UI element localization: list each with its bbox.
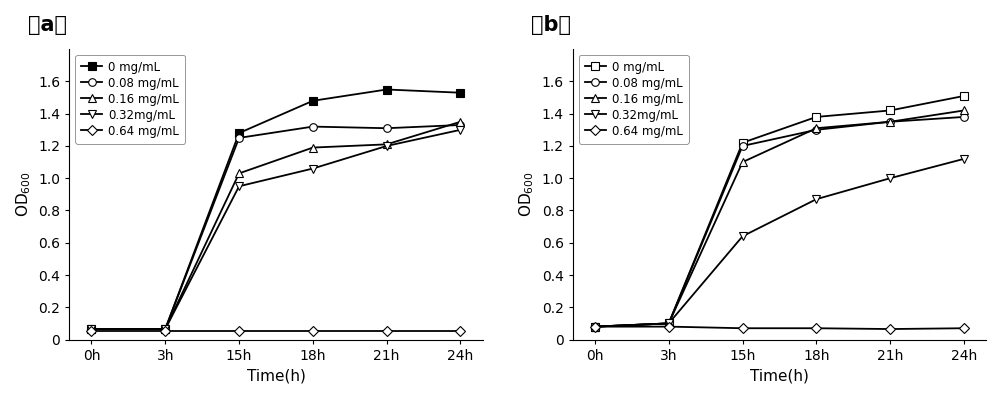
0.16 mg/mL bbox=[810, 126, 822, 131]
0.32mg/mL bbox=[884, 176, 896, 181]
0.32mg/mL bbox=[307, 166, 319, 171]
0.08 mg/mL bbox=[85, 327, 97, 331]
0.16 mg/mL bbox=[85, 327, 97, 331]
0.64 mg/mL bbox=[85, 328, 97, 333]
0.08 mg/mL bbox=[454, 123, 466, 127]
Line: 0 mg/mL: 0 mg/mL bbox=[591, 92, 968, 330]
Line: 0.64 mg/mL: 0.64 mg/mL bbox=[88, 327, 464, 335]
X-axis label: Time(h): Time(h) bbox=[247, 368, 305, 383]
0.32mg/mL bbox=[589, 324, 601, 329]
Line: 0.08 mg/mL: 0.08 mg/mL bbox=[591, 113, 968, 330]
0.32mg/mL bbox=[663, 321, 675, 326]
Legend: 0 mg/mL, 0.08 mg/mL, 0.16 mg/mL, 0.32mg/mL, 0.64 mg/mL: 0 mg/mL, 0.08 mg/mL, 0.16 mg/mL, 0.32mg/… bbox=[579, 55, 689, 144]
0.08 mg/mL bbox=[159, 327, 171, 331]
0.16 mg/mL bbox=[884, 119, 896, 124]
0.16 mg/mL bbox=[589, 324, 601, 329]
0.64 mg/mL bbox=[159, 328, 171, 333]
Line: 0 mg/mL: 0 mg/mL bbox=[88, 86, 464, 333]
Line: 0.16 mg/mL: 0.16 mg/mL bbox=[88, 118, 464, 333]
0.32mg/mL bbox=[233, 184, 245, 189]
0.32mg/mL bbox=[810, 197, 822, 202]
0.16 mg/mL bbox=[454, 119, 466, 124]
0.32mg/mL bbox=[381, 144, 393, 148]
0 mg/mL bbox=[233, 131, 245, 135]
Y-axis label: OD$_{600}$: OD$_{600}$ bbox=[517, 172, 536, 217]
0.08 mg/mL bbox=[663, 321, 675, 326]
0.64 mg/mL bbox=[307, 328, 319, 333]
0.16 mg/mL bbox=[958, 108, 970, 113]
0.16 mg/mL bbox=[159, 327, 171, 331]
0.64 mg/mL bbox=[810, 326, 822, 331]
0.16 mg/mL bbox=[663, 321, 675, 326]
0.16 mg/mL bbox=[737, 160, 749, 164]
0.08 mg/mL bbox=[589, 324, 601, 329]
Y-axis label: OD$_{600}$: OD$_{600}$ bbox=[14, 172, 33, 217]
Line: 0.64 mg/mL: 0.64 mg/mL bbox=[591, 323, 968, 333]
0.08 mg/mL bbox=[307, 124, 319, 129]
X-axis label: Time(h): Time(h) bbox=[750, 368, 809, 383]
0.32mg/mL bbox=[85, 327, 97, 331]
Line: 0.16 mg/mL: 0.16 mg/mL bbox=[591, 107, 968, 330]
Line: 0.32mg/mL: 0.32mg/mL bbox=[591, 155, 968, 330]
0.64 mg/mL bbox=[958, 326, 970, 331]
Legend: 0 mg/mL, 0.08 mg/mL, 0.16 mg/mL, 0.32mg/mL, 0.64 mg/mL: 0 mg/mL, 0.08 mg/mL, 0.16 mg/mL, 0.32mg/… bbox=[75, 55, 185, 144]
0.08 mg/mL bbox=[381, 126, 393, 131]
0 mg/mL bbox=[810, 115, 822, 119]
0 mg/mL bbox=[663, 321, 675, 326]
0.64 mg/mL bbox=[233, 328, 245, 333]
Text: （a）: （a） bbox=[28, 15, 67, 35]
0.64 mg/mL bbox=[737, 326, 749, 331]
Line: 0.32mg/mL: 0.32mg/mL bbox=[88, 126, 464, 333]
0.16 mg/mL bbox=[381, 142, 393, 147]
0.08 mg/mL bbox=[958, 115, 970, 119]
0 mg/mL bbox=[884, 108, 896, 113]
0.08 mg/mL bbox=[737, 144, 749, 148]
0.64 mg/mL bbox=[589, 324, 601, 329]
0 mg/mL bbox=[381, 87, 393, 92]
0.32mg/mL bbox=[454, 127, 466, 132]
0.32mg/mL bbox=[737, 234, 749, 239]
0 mg/mL bbox=[589, 324, 601, 329]
0.32mg/mL bbox=[159, 327, 171, 331]
0 mg/mL bbox=[958, 94, 970, 98]
0.08 mg/mL bbox=[810, 127, 822, 132]
Text: （b）: （b） bbox=[531, 15, 571, 35]
0 mg/mL bbox=[454, 91, 466, 95]
0.16 mg/mL bbox=[233, 171, 245, 176]
0 mg/mL bbox=[85, 327, 97, 331]
0.64 mg/mL bbox=[454, 328, 466, 333]
0.64 mg/mL bbox=[663, 324, 675, 329]
0.64 mg/mL bbox=[884, 327, 896, 331]
0.32mg/mL bbox=[958, 156, 970, 161]
0 mg/mL bbox=[737, 141, 749, 145]
0.64 mg/mL bbox=[381, 328, 393, 333]
0 mg/mL bbox=[159, 327, 171, 331]
Line: 0.08 mg/mL: 0.08 mg/mL bbox=[88, 121, 464, 333]
0 mg/mL bbox=[307, 98, 319, 103]
0.16 mg/mL bbox=[307, 145, 319, 150]
0.08 mg/mL bbox=[233, 135, 245, 140]
0.08 mg/mL bbox=[884, 119, 896, 124]
